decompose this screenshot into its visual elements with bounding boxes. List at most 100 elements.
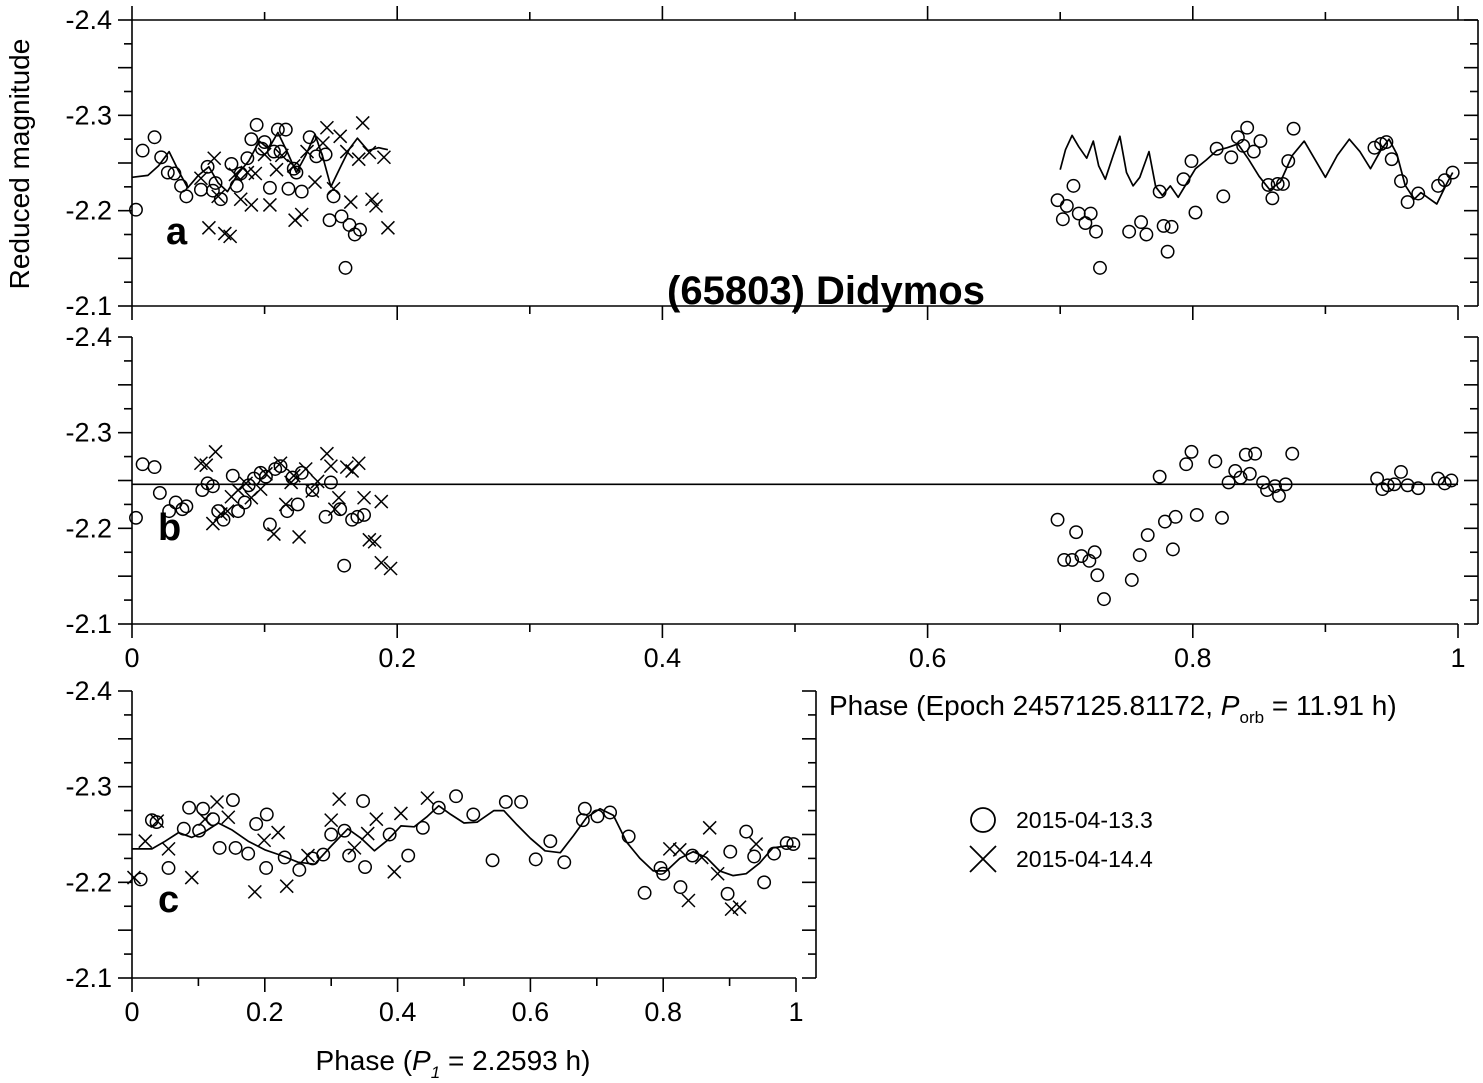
data-point-circle [270,122,285,137]
data-point-cross [324,813,339,828]
data-point-cross [327,502,342,517]
data-point-circle [786,837,801,852]
data-point-circle [1189,507,1204,522]
data-point-circle [1387,477,1402,492]
cross-stroke [193,171,208,186]
x-tick-label: 0.2 [246,997,284,1027]
y-tick-label: -2.1 [65,609,112,639]
cross-stroke [364,192,380,207]
data-point-cross [199,458,214,473]
data-point-circle [338,260,353,275]
data-point-circle [262,180,277,195]
data-point-circle [337,558,352,573]
data-point-circle [357,507,371,522]
data-point-cross [347,840,362,855]
data-point-circle [557,855,572,870]
data-point-circle [1134,215,1149,230]
cross-stroke [310,474,325,489]
cross-stroke [247,884,262,899]
data-point-cross [231,483,246,498]
data-point-circle [1065,552,1080,567]
x-axis-label-p1: Phase (P1 = 2.2593 h) [316,1045,591,1082]
cross-stroke [710,866,725,881]
data-point-circle [249,117,264,132]
cross-stroke [307,175,323,190]
data-point-cross [374,494,389,509]
cross-stroke [138,834,153,849]
data-point-circle [1444,473,1459,488]
x-tick-label: 0.2 [378,643,416,673]
panel-a: -2.4 -2.3 -2.2 -2.1 a [65,5,1479,321]
data-point-circle [135,457,150,472]
series-b-3-circle [1050,444,1459,607]
cross-stroke [150,814,165,829]
data-point-circle [212,840,227,855]
data-point-cross [279,879,294,894]
data-point-cross [207,151,222,166]
data-point-circle [1270,177,1285,191]
cross-stroke [278,497,293,512]
data-point-circle [292,862,307,877]
cross-stroke [702,820,717,835]
data-point-cross [319,120,334,135]
cross-stroke [217,226,232,241]
data-point-cross [368,198,384,213]
data-point-cross [184,870,199,885]
data-point-circle [249,817,264,831]
data-point-circle [290,497,305,512]
cross-stroke [323,459,338,474]
cross-stroke [369,812,384,827]
data-point-circle [637,885,652,900]
data-point-circle [347,227,362,242]
data-point-circle [1384,152,1399,167]
data-point-circle [1268,479,1282,494]
data-point-circle [1253,134,1268,149]
data-point-cross [161,841,176,856]
data-point-circle [1411,481,1426,496]
fit-curve [131,131,389,193]
data-point-cross [220,504,235,519]
cross-stroke [266,527,281,542]
data-point-circle [1281,154,1296,169]
data-point-circle [415,820,430,835]
data-point-cross [351,456,366,471]
data-point-circle [179,189,194,204]
cross-stroke [269,162,284,177]
data-point-circle [225,793,240,808]
cross-stroke [339,460,354,475]
data-point-circle [1139,227,1154,242]
cross-stroke [244,197,259,212]
y-tick-label: -2.1 [65,291,112,321]
data-point-cross [672,842,687,857]
cross-stroke [672,842,687,857]
cross-stroke [201,220,216,235]
data-point-circle [603,805,618,820]
cross-stroke [199,458,214,473]
data-point-circle [767,846,782,861]
x-axis-label-p1-sub: 1 [431,1063,440,1082]
data-point-circle [152,485,167,500]
data-point-cross [326,181,341,196]
cross-stroke [319,120,334,135]
y-tick-label: -2.3 [65,100,112,130]
data-point-circle [1400,195,1415,210]
data-point-circle [1215,510,1229,525]
data-point-circle [1184,444,1199,459]
data-point-circle [431,800,446,815]
cross-stroke [343,195,358,210]
x-tick-label: 0.4 [644,643,682,673]
data-point-circle [1238,447,1253,462]
cross-stroke [749,837,764,852]
data-point-circle [1165,542,1180,557]
data-point-circle [1122,224,1137,239]
cross-stroke [279,879,294,894]
cross-stroke [387,864,402,879]
data-point-circle [205,479,220,494]
cross-stroke [383,561,398,576]
x-axis-label-orbital-var: P [1221,690,1240,721]
cross-stroke [331,490,346,505]
data-point-circle [1087,545,1102,560]
y-tick-label: -2.2 [65,867,112,897]
cross-stroke [351,152,366,167]
data-point-cross [221,810,236,825]
